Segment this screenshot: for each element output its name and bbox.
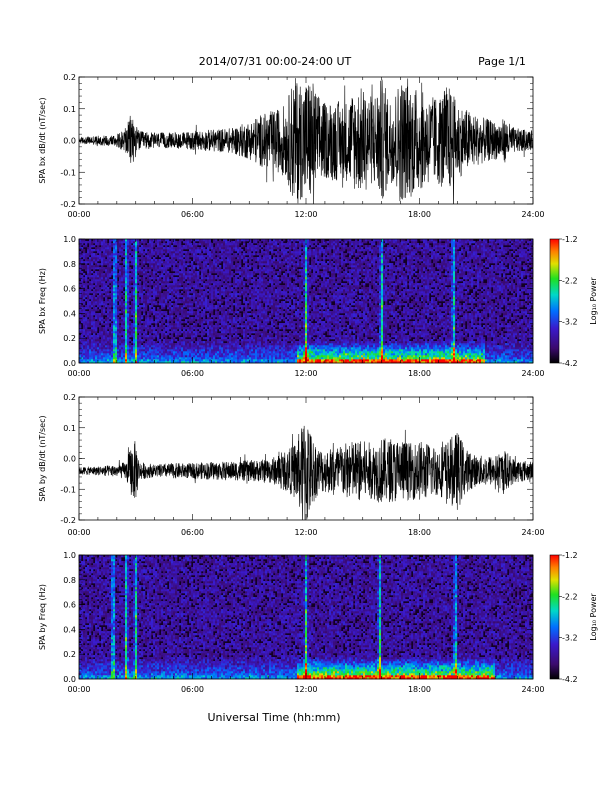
x-tick-label: 18:00: [408, 685, 431, 694]
colorbar-label: Log₁₀ Power: [589, 277, 598, 325]
y-tick-label: 0.2: [63, 650, 76, 659]
x-tick-label: 00:00: [67, 685, 90, 694]
header-date-range: 2014/07/31 00:00-24:00 UT: [199, 55, 352, 68]
colorbar-label: Log₁₀ Power: [589, 593, 598, 641]
y-axis-label: SPA bx Freq (Hz): [38, 268, 47, 334]
x-tick-label: 06:00: [181, 685, 204, 694]
panel-4: -1.2 -2.2 -3.2 -4.2 Log₁₀ Power 00:00 06:00 12:…: [38, 551, 598, 694]
colorbar-tick-label: -1.2: [562, 551, 578, 560]
y-tick-label: -0.1: [60, 168, 76, 177]
panel-2: -1.2 -2.2 -3.2 -4.2 Log₁₀ Power 00:00 06:00 12:…: [38, 235, 598, 378]
x-tick-label: 24:00: [521, 528, 544, 537]
y-tick-label: 0.0: [63, 137, 76, 146]
x-tick-label: 18:00: [408, 528, 431, 537]
spectrogram-cells: [79, 239, 534, 364]
y-tick-label: -0.2: [60, 200, 76, 209]
header-page: Page 1/1: [478, 55, 526, 68]
y-tick-label: 0.6: [63, 285, 76, 294]
x-tick-label: 24:00: [521, 685, 544, 694]
colorbar-tick-label: -4.2: [562, 675, 578, 684]
y-axis-label: SPA by Freq (Hz): [38, 584, 47, 650]
x-tick-label: 24:00: [521, 369, 544, 378]
colorbar-tick-label: -1.2: [562, 235, 578, 244]
colorbar-tick-label: -3.2: [562, 318, 578, 327]
x-tick-label: 00:00: [67, 369, 90, 378]
x-tick-label: 18:00: [408, 210, 431, 219]
x-tick-label: 00:00: [67, 210, 90, 219]
x-tick-label: 18:00: [408, 369, 431, 378]
x-tick-label: 06:00: [181, 528, 204, 537]
colorbar: [549, 238, 560, 364]
colorbar-tick-label: -4.2: [562, 359, 578, 368]
y-tick-label: 0.2: [63, 393, 76, 402]
y-tick-label: 0.8: [63, 576, 76, 585]
colorbar-tick-label: -2.2: [562, 592, 578, 601]
y-tick-label: 0.0: [63, 455, 76, 464]
x-tick-label: 12:00: [294, 210, 317, 219]
x-tick-label: 12:00: [294, 369, 317, 378]
colorbar-tick-label: -2.2: [562, 276, 578, 285]
y-tick-label: -0.2: [60, 516, 76, 525]
x-tick-label: 00:00: [67, 528, 90, 537]
x-tick-label: 12:00: [294, 685, 317, 694]
x-tick-label: 06:00: [181, 369, 204, 378]
y-tick-label: 0.2: [63, 334, 76, 343]
y-tick-label: 0.2: [63, 73, 76, 82]
signal-trace: [79, 425, 533, 520]
x-tick-label: 24:00: [521, 210, 544, 219]
colorbar-tick-label: -3.2: [562, 634, 578, 643]
y-tick-label: 1.0: [63, 235, 76, 244]
y-tick-label: 0.0: [63, 675, 76, 684]
y-tick-label: 0.1: [63, 105, 76, 114]
signal-trace: [79, 78, 533, 204]
x-tick-label: 12:00: [294, 528, 317, 537]
colorbar: [549, 554, 560, 680]
y-tick-label: -0.1: [60, 485, 76, 494]
spectrogram-cells: [79, 555, 534, 680]
y-tick-label: 0.4: [63, 309, 76, 318]
y-tick-label: 0.4: [63, 625, 76, 634]
x-axis-title: Universal Time (hh:mm): [208, 711, 341, 724]
y-tick-label: 0.8: [63, 260, 76, 269]
x-tick-label: 06:00: [181, 210, 204, 219]
panel-3: 00:00 06:00 12:00 18:00 24:00 -0.2 -0.1 0.0 0.1 0…: [38, 393, 545, 537]
y-tick-label: 0.6: [63, 601, 76, 610]
y-tick-label: 0.0: [63, 359, 76, 368]
y-axis-label: SPA bx dB/dt (nT/sec): [38, 97, 47, 183]
panel-1: 00:00 06:00 12:00 18:00 24:00 -0.2 -0.1 0.0 0.1 0…: [38, 73, 545, 219]
y-tick-label: 0.1: [63, 424, 76, 433]
y-axis-label: SPA by dB/dt (nT/sec): [38, 415, 47, 501]
y-tick-label: 1.0: [63, 551, 76, 560]
